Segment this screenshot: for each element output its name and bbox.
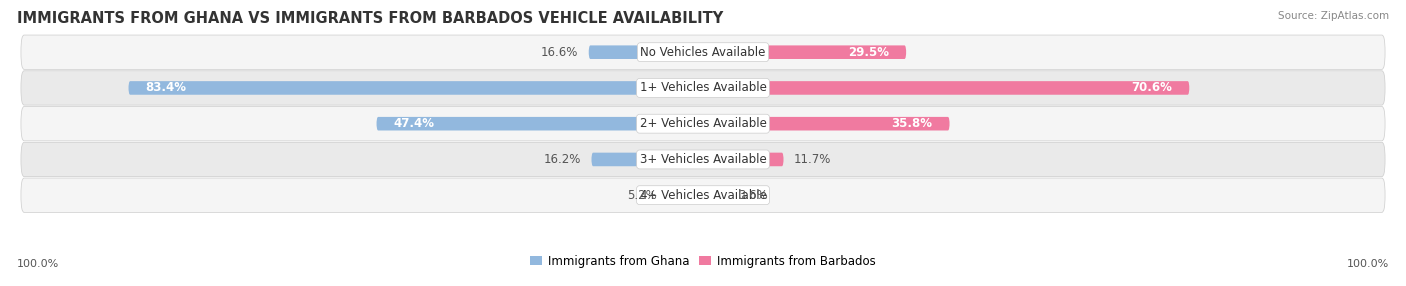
FancyBboxPatch shape (377, 117, 703, 130)
Text: 100.0%: 100.0% (17, 259, 59, 269)
Text: 5.2%: 5.2% (627, 189, 657, 202)
FancyBboxPatch shape (128, 81, 703, 95)
FancyBboxPatch shape (592, 153, 703, 166)
Text: 47.4%: 47.4% (394, 117, 434, 130)
Text: 4+ Vehicles Available: 4+ Vehicles Available (640, 189, 766, 202)
FancyBboxPatch shape (703, 153, 783, 166)
FancyBboxPatch shape (703, 45, 907, 59)
FancyBboxPatch shape (21, 142, 1385, 176)
Text: 29.5%: 29.5% (848, 46, 889, 59)
Text: 35.8%: 35.8% (891, 117, 932, 130)
Text: 16.2%: 16.2% (544, 153, 581, 166)
FancyBboxPatch shape (703, 81, 1189, 95)
FancyBboxPatch shape (21, 35, 1385, 69)
Legend: Immigrants from Ghana, Immigrants from Barbados: Immigrants from Ghana, Immigrants from B… (526, 250, 880, 273)
FancyBboxPatch shape (589, 45, 703, 59)
Text: 100.0%: 100.0% (1347, 259, 1389, 269)
FancyBboxPatch shape (21, 178, 1385, 212)
Text: No Vehicles Available: No Vehicles Available (640, 46, 766, 59)
FancyBboxPatch shape (703, 188, 728, 202)
Text: Source: ZipAtlas.com: Source: ZipAtlas.com (1278, 11, 1389, 21)
Text: 1+ Vehicles Available: 1+ Vehicles Available (640, 82, 766, 94)
Text: 2+ Vehicles Available: 2+ Vehicles Available (640, 117, 766, 130)
FancyBboxPatch shape (668, 188, 703, 202)
FancyBboxPatch shape (703, 117, 949, 130)
Text: 70.6%: 70.6% (1132, 82, 1173, 94)
Text: 16.6%: 16.6% (541, 46, 578, 59)
Text: 11.7%: 11.7% (794, 153, 831, 166)
Text: 83.4%: 83.4% (146, 82, 187, 94)
Text: 3.6%: 3.6% (738, 189, 768, 202)
FancyBboxPatch shape (21, 71, 1385, 105)
Text: 3+ Vehicles Available: 3+ Vehicles Available (640, 153, 766, 166)
Text: IMMIGRANTS FROM GHANA VS IMMIGRANTS FROM BARBADOS VEHICLE AVAILABILITY: IMMIGRANTS FROM GHANA VS IMMIGRANTS FROM… (17, 11, 723, 26)
FancyBboxPatch shape (21, 106, 1385, 141)
